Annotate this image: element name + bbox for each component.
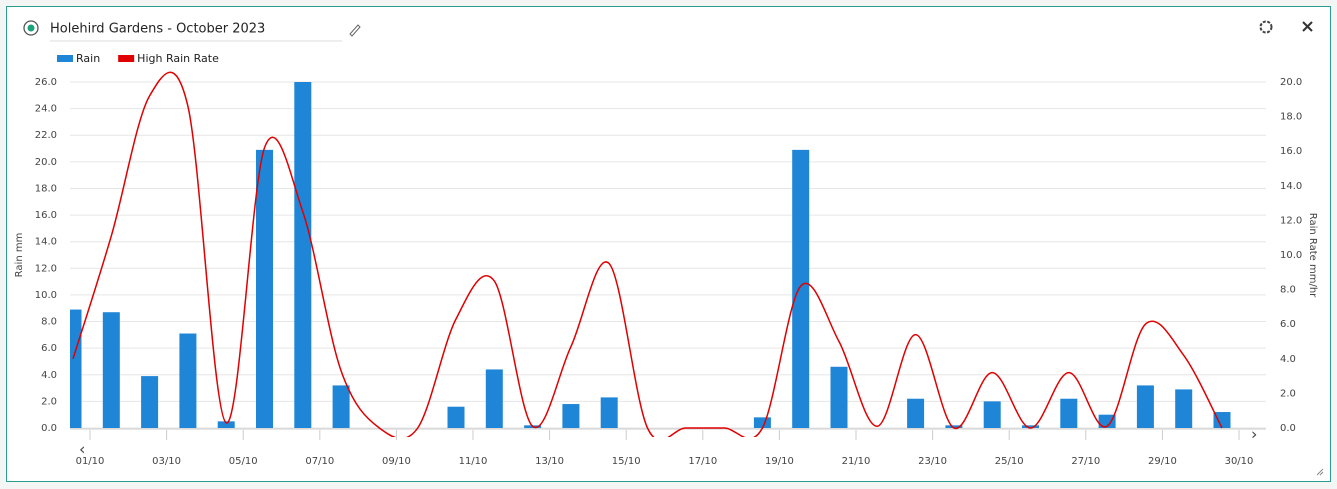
rain-bar [102, 312, 120, 428]
rain-bar [217, 421, 235, 428]
rain-bar [141, 376, 159, 428]
x-tick-label: 13/10 [535, 456, 564, 467]
rain-bar [294, 82, 312, 428]
y2-axis-title: Rain Rate mm/hr [1307, 213, 1318, 298]
y2-tick-label: 20.0 [1280, 77, 1302, 88]
y2-tick-label: 16.0 [1280, 146, 1302, 157]
y2-tick-label: 4.0 [1280, 354, 1296, 365]
edit-icon[interactable] [349, 24, 361, 37]
y2-tick-label: 2.0 [1280, 388, 1296, 399]
x-tick-label: 25/10 [995, 456, 1024, 467]
y-tick-label: 10.0 [35, 290, 57, 301]
y-tick-label: 18.0 [35, 183, 57, 194]
settings-icon[interactable] [1259, 20, 1273, 34]
rain-bar [562, 404, 580, 428]
rain-bar [983, 401, 1001, 428]
radio-dot [27, 24, 35, 32]
x-tick-label: 23/10 [918, 456, 947, 467]
x-tick-label: 09/10 [382, 456, 411, 467]
x-tick-label: 27/10 [1071, 456, 1100, 467]
rain-bar [753, 417, 771, 428]
x-tick-label: 21/10 [842, 456, 871, 467]
y-tick-label: 20.0 [35, 157, 57, 168]
y-tick-label: 2.0 [41, 396, 57, 407]
y2-tick-label: 6.0 [1280, 319, 1296, 330]
widget: Holehird Gardens - October 2023 ‹ › 0.0 2… [6, 6, 1331, 482]
y-tick-label: 24.0 [35, 104, 57, 115]
scroll-right[interactable]: › [1251, 425, 1257, 444]
y2-tick-label: 0.0 [1280, 423, 1296, 434]
rain-bar [1136, 385, 1154, 428]
legend-swatch [118, 55, 135, 62]
y-tick-label: 4.0 [41, 370, 57, 381]
rain-bar [1098, 414, 1116, 428]
x-tick-label: 17/10 [688, 456, 717, 467]
y2-tick-label: 8.0 [1280, 285, 1296, 296]
legend-label: High Rain Rate [137, 52, 219, 65]
close-icon[interactable] [1302, 21, 1313, 32]
chart: Holehird Gardens - October 2023 ‹ › 0.0 2… [14, 20, 1324, 476]
x-tick-label: 01/10 [76, 456, 105, 467]
resize-handle[interactable] [1316, 468, 1324, 476]
rain-bar [256, 149, 273, 428]
y-tick-label: 6.0 [41, 343, 57, 354]
y-tick-label: 8.0 [41, 317, 57, 328]
y2-tick-label: 18.0 [1280, 112, 1302, 123]
y2-tick-label: 10.0 [1280, 250, 1302, 261]
rain-bar [1175, 389, 1193, 428]
rain-bar [447, 406, 465, 428]
y-tick-label: 14.0 [35, 237, 57, 248]
rain-bar [945, 425, 963, 428]
y2-tick-label: 14.0 [1280, 181, 1302, 192]
legend-swatch [57, 55, 73, 62]
widget-title: Holehird Gardens - October 2023 [50, 22, 265, 37]
rain-rate-line [72, 71, 1223, 437]
x-tick-label: 05/10 [229, 456, 258, 467]
scroll-left[interactable]: ‹ [79, 440, 85, 459]
rain-bar [70, 309, 82, 428]
rain-bar [485, 369, 503, 428]
rain-bar [332, 385, 350, 428]
x-tick-label: 03/10 [152, 456, 181, 467]
y-tick-label: 16.0 [35, 210, 57, 221]
x-tick-label: 07/10 [305, 456, 334, 467]
y-tick-label: 22.0 [35, 130, 57, 141]
x-tick-label: 29/10 [1148, 456, 1177, 467]
rain-bar [830, 366, 848, 428]
y-tick-label: 12.0 [35, 263, 57, 274]
x-tick-label: 30/10 [1225, 456, 1254, 467]
plot-area [70, 71, 1231, 437]
rain-bar [792, 149, 810, 428]
rain-bar [1060, 398, 1078, 428]
rain-bar [907, 398, 925, 428]
rain-bar [179, 333, 197, 428]
x-tick-label: 19/10 [765, 456, 794, 467]
legend-label: Rain [76, 52, 100, 65]
y-axis-title: Rain mm [14, 233, 25, 278]
rain-bar [600, 397, 618, 428]
y-tick-label: 0.0 [41, 423, 57, 434]
x-tick-label: 15/10 [612, 456, 641, 467]
rain-bar [1022, 425, 1039, 428]
rain-bar [1213, 412, 1231, 428]
y2-tick-label: 12.0 [1280, 215, 1302, 226]
y-tick-label: 26.0 [35, 77, 57, 88]
x-tick-label: 11/10 [459, 456, 488, 467]
